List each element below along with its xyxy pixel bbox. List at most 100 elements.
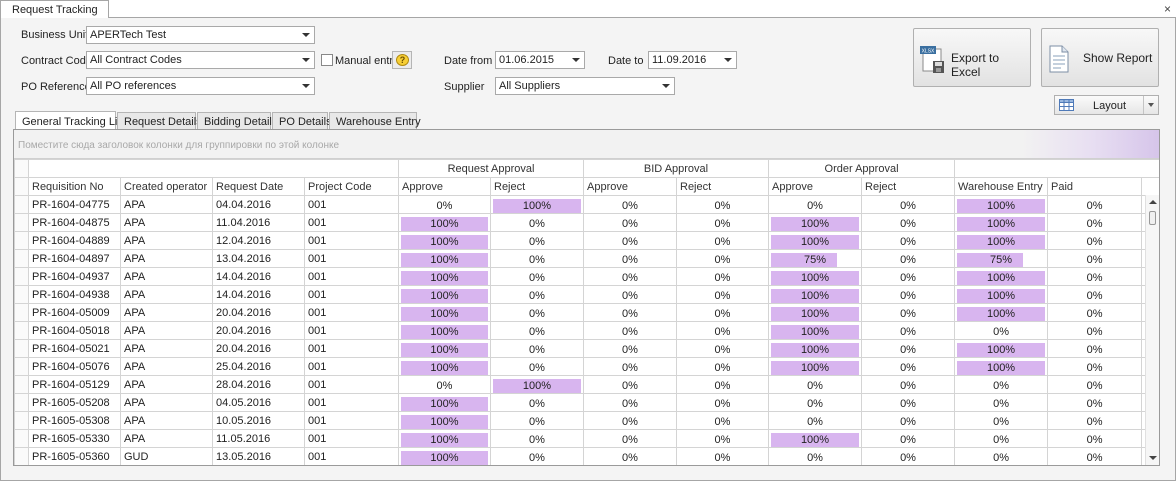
percent-cell[interactable]: 0% [490,393,584,412]
table-cell[interactable]: APA [120,285,213,304]
table-cell[interactable]: APA [120,411,213,430]
percent-cell[interactable]: 0% [490,411,584,430]
table-cell[interactable]: 11.05.2016 [212,429,305,448]
percent-cell[interactable]: 0% [675,375,770,394]
percent-cell[interactable]: 0% [675,411,770,430]
percent-cell[interactable]: 0% [583,429,677,448]
vertical-scrollbar[interactable] [1145,195,1159,465]
column-header[interactable]: Created operator [120,177,213,196]
band-order-approval[interactable]: Order Approval [768,159,956,178]
percent-cell[interactable]: 100% [768,213,863,232]
table-row[interactable]: PR-1604-04775 APA 04.04.2016 001 0% 100% 0% 0% 0… [14,195,1159,214]
percent-cell[interactable]: 100% [954,285,1049,304]
percent-cell[interactable]: 0% [861,231,956,250]
percent-cell[interactable]: 0% [1047,411,1143,430]
table-row[interactable]: PR-1605-05360 GUD 13.05.2016 001 100% 0% 0% 0% 0… [14,447,1159,465]
table-cell[interactable]: APA [120,303,213,322]
table-cell[interactable]: PR-1604-05009 [28,303,121,322]
table-cell[interactable]: PR-1604-04938 [28,285,121,304]
table-cell[interactable]: 001 [304,375,399,394]
percent-cell[interactable]: 0% [675,195,770,214]
percent-cell[interactable]: 0% [583,339,677,358]
table-row[interactable]: PR-1604-05021 APA 20.04.2016 001 100% 0% 0% 0% 1… [14,339,1159,358]
percent-cell[interactable]: 0% [1047,285,1143,304]
row-indicator[interactable] [14,393,29,412]
percent-cell[interactable]: 0% [490,285,584,304]
percent-cell[interactable]: 0% [490,213,584,232]
percent-cell[interactable]: 0% [861,213,956,232]
table-cell[interactable]: 14.04.2016 [212,285,305,304]
tab-bidding-details[interactable]: Bidding Details [197,112,277,130]
percent-cell[interactable]: 0% [1047,429,1143,448]
percent-cell[interactable]: 0% [768,411,863,430]
percent-cell[interactable]: 0% [675,285,770,304]
percent-cell[interactable]: 0% [861,285,956,304]
percent-cell[interactable]: 100% [954,231,1049,250]
percent-cell[interactable]: 0% [861,303,956,322]
row-indicator[interactable] [14,195,29,214]
layout-button[interactable]: Layout [1054,95,1159,115]
percent-cell[interactable]: 0% [675,249,770,268]
percent-cell[interactable]: 0% [768,195,863,214]
percent-cell[interactable]: 100% [490,375,584,394]
percent-cell[interactable]: 75% [768,249,863,268]
percent-cell[interactable]: 0% [1047,357,1143,376]
table-cell[interactable]: 001 [304,231,399,250]
date-to-picker[interactable]: 11.09.2016 [648,51,737,69]
row-indicator[interactable] [14,231,29,250]
table-row[interactable]: PR-1605-05308 APA 10.05.2016 001 100% 0% 0% 0% 0… [14,411,1159,430]
table-cell[interactable]: 001 [304,267,399,286]
scroll-up-icon[interactable] [1149,200,1157,204]
percent-cell[interactable]: 0% [675,339,770,358]
percent-cell[interactable]: 0% [675,303,770,322]
percent-cell[interactable]: 100% [954,195,1049,214]
table-cell[interactable]: PR-1604-05076 [28,357,121,376]
close-icon[interactable]: × [1163,2,1171,16]
table-row[interactable]: PR-1604-05018 APA 20.04.2016 001 100% 0% 0% 0% 1… [14,321,1159,340]
column-header[interactable]: Reject [490,177,584,196]
percent-cell[interactable]: 0% [1047,375,1143,394]
table-cell[interactable]: PR-1604-04897 [28,249,121,268]
table-cell[interactable]: 001 [304,411,399,430]
row-indicator[interactable] [14,447,29,465]
percent-cell[interactable]: 0% [490,249,584,268]
percent-cell[interactable]: 0% [490,357,584,376]
percent-cell[interactable]: 100% [768,339,863,358]
table-cell[interactable]: APA [120,321,213,340]
table-row[interactable]: PR-1604-04938 APA 14.04.2016 001 100% 0% 0% 0% 1… [14,285,1159,304]
percent-cell[interactable]: 100% [768,321,863,340]
percent-cell[interactable]: 0% [583,321,677,340]
percent-cell[interactable]: 100% [954,213,1049,232]
percent-cell[interactable]: 0% [583,195,677,214]
row-indicator[interactable] [14,411,29,430]
percent-cell[interactable]: 0% [1047,249,1143,268]
percent-cell[interactable]: 0% [675,321,770,340]
percent-cell[interactable]: 0% [583,375,677,394]
percent-cell[interactable]: 0% [583,267,677,286]
percent-cell[interactable]: 100% [398,339,491,358]
percent-cell[interactable]: 0% [490,321,584,340]
percent-cell[interactable]: 0% [490,231,584,250]
percent-cell[interactable]: 0% [954,321,1049,340]
tab-general-tracking-list[interactable]: General Tracking List [15,111,126,130]
column-header[interactable]: Approve [398,177,491,196]
percent-cell[interactable]: 0% [768,375,863,394]
row-indicator[interactable] [14,213,29,232]
table-cell[interactable]: 11.04.2016 [212,213,305,232]
percent-cell[interactable]: 0% [768,393,863,412]
percent-cell[interactable]: 0% [861,393,956,412]
percent-cell[interactable]: 0% [583,393,677,412]
tab-request-details[interactable]: Request Details [117,112,202,130]
percent-cell[interactable]: 0% [490,429,584,448]
percent-cell[interactable]: 0% [583,231,677,250]
percent-cell[interactable]: 0% [1047,195,1143,214]
table-cell[interactable]: 20.04.2016 [212,321,305,340]
table-row[interactable]: PR-1604-04937 APA 14.04.2016 001 100% 0% 0% 0% 1… [14,267,1159,286]
table-cell[interactable]: APA [120,375,213,394]
table-cell[interactable]: 001 [304,285,399,304]
table-cell[interactable]: 001 [304,321,399,340]
column-header[interactable]: Project Code [304,177,399,196]
percent-cell[interactable]: 0% [1047,267,1143,286]
percent-cell[interactable]: 100% [398,411,491,430]
percent-cell[interactable]: 0% [861,447,956,465]
